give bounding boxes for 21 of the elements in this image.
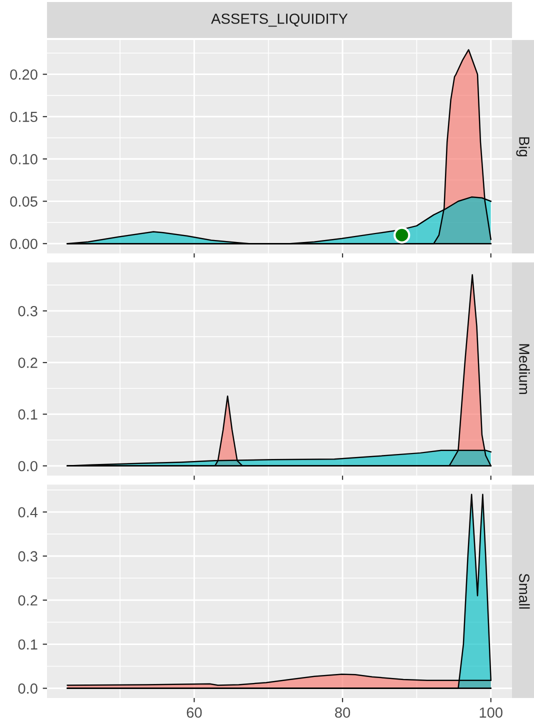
- chart-subtitle: ASSETS_LIQUIDITY: [211, 14, 348, 27]
- y-tick-label: 0.1: [18, 409, 38, 420]
- y-tick-label: 0.20: [10, 69, 38, 80]
- text: Medium: [519, 344, 530, 394]
- y-tick-label: 0.0: [18, 460, 38, 472]
- y-tick-label: 0.4: [18, 507, 38, 518]
- y-tick-label: 0.0: [18, 683, 38, 694]
- y-tick-label: 0.2: [18, 595, 38, 606]
- y-tick-label: 0.05: [10, 196, 38, 207]
- y-tick-label: 0.10: [10, 154, 38, 164]
- text: Big: [516, 137, 530, 156]
- x-tick-label: 100: [480, 707, 502, 718]
- y-tick-label: 0.00: [10, 238, 38, 250]
- x-tick-label: 80: [335, 707, 350, 718]
- y-tick-label: 0.3: [18, 306, 38, 316]
- y-tick-label: 0.2: [18, 358, 38, 368]
- y-tick-label: 0.15: [10, 112, 38, 122]
- y-tick-label: 0.1: [18, 639, 38, 650]
- x-tick-label: 60: [186, 707, 202, 718]
- text: Small: [519, 574, 530, 609]
- y-tick-label: 0.3: [18, 551, 38, 562]
